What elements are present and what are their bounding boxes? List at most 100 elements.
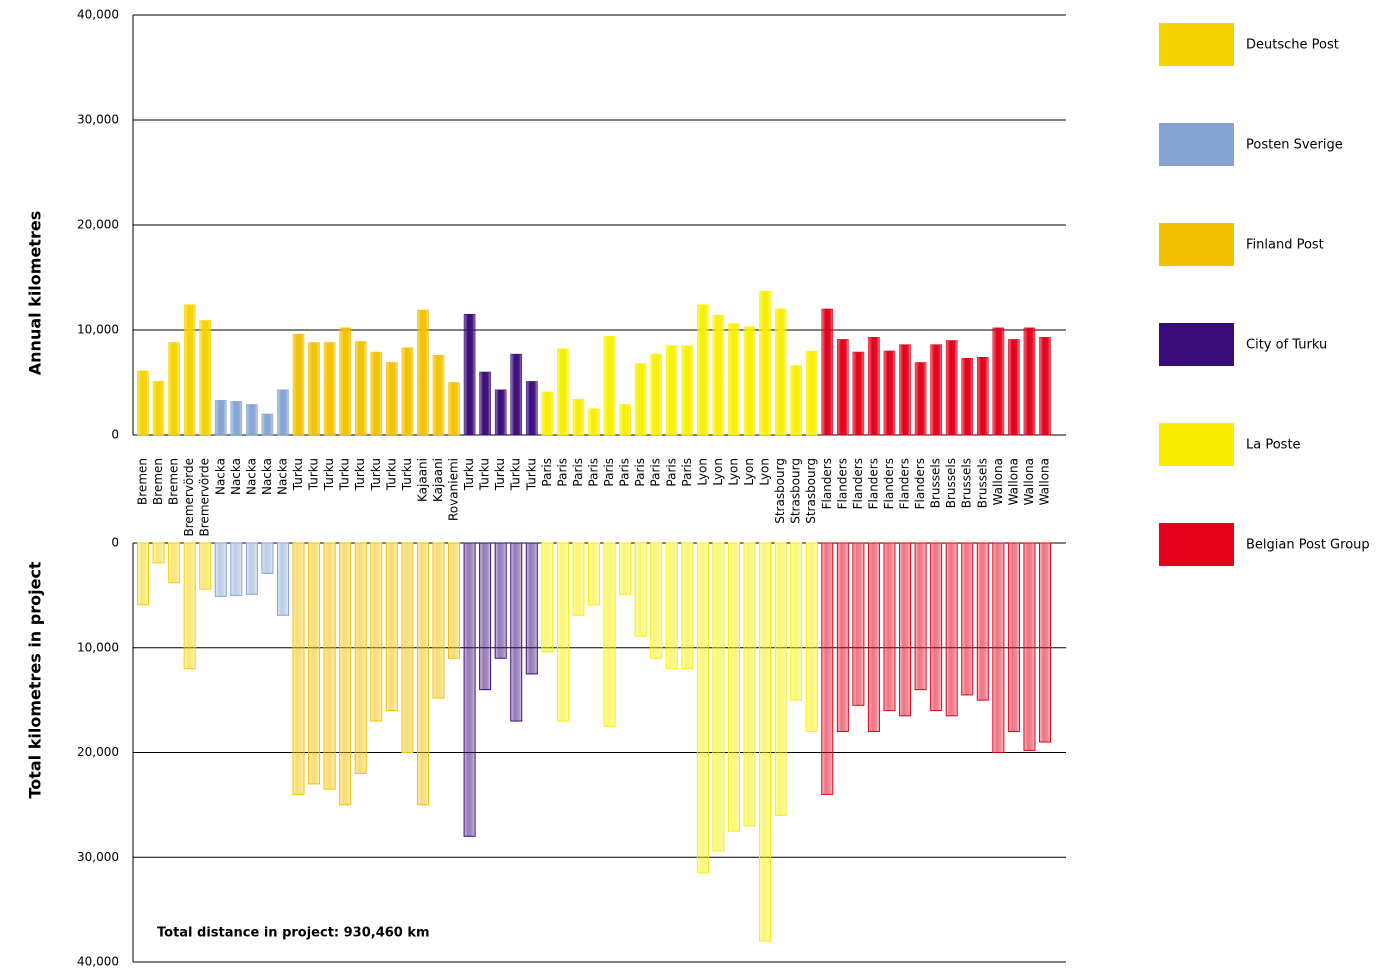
y-tick-label: 40,000 [77,8,119,22]
x-tick-label: Paris [680,458,694,487]
bar [199,320,212,436]
bar [805,350,818,436]
total-bar [961,542,974,696]
bar [774,308,787,436]
total-bar [370,542,383,722]
bar [837,339,849,436]
total-bar [385,542,398,712]
x-tick-label: Flanders [820,458,834,509]
bar [323,342,336,436]
bar [712,314,725,436]
x-tick-label: Bremen [167,458,181,505]
total-bar [603,542,616,727]
total-bar [930,542,943,712]
total-bar [790,542,803,701]
bar [1039,337,1051,436]
bar [728,323,740,436]
total-bar [168,542,181,584]
total-bar [883,542,896,712]
bar [417,309,429,436]
total-bar [541,542,554,653]
total-bar [852,542,865,706]
x-tick-label: Strasbourg [773,458,787,524]
total-bar [199,542,212,590]
x-tick-label: Turku [338,458,352,491]
legend-swatch [1159,523,1234,566]
total-bar [634,542,647,637]
x-tick-label: Bremen [151,458,165,505]
bar [214,400,227,436]
bar [588,408,600,436]
bar [152,381,165,436]
bar [945,340,958,436]
bar [292,333,305,436]
total-bar [1007,542,1020,733]
x-tick-label: Turku [307,458,321,491]
y-tick-label: 30,000 [77,113,119,127]
x-tick-label: Turku [524,458,538,491]
total-bar [836,542,849,733]
bar [432,354,445,436]
x-tick-label: Nacka [213,458,227,495]
total-bar [137,542,149,606]
y-tick-label: 10,000 [77,640,119,654]
bar [401,347,414,436]
x-tick-label: Brussels [929,458,943,508]
bar [261,413,274,436]
x-tick-label: Bremervörde [182,458,196,536]
bar [681,345,694,436]
x-tick-label: Turku [369,458,383,491]
x-tick-label: Flanders [882,458,896,509]
x-tick-label: Paris [571,458,585,487]
x-tick-label: Turku [493,458,507,491]
total-bar [339,542,352,806]
x-tick-label: Bremervörde [198,458,212,536]
total-bar [650,542,663,659]
y-tick-label: 40,000 [77,955,119,969]
legend-label: Deutsche Post [1246,38,1339,53]
bar [370,351,383,436]
bar [790,365,802,436]
bar [634,363,647,436]
bar [899,344,911,436]
x-tick-label: Wallona [991,458,1005,505]
total-bar [665,542,678,670]
x-tick-label: Paris [587,458,601,487]
total-bar [867,542,880,733]
bar [541,391,554,436]
bar [650,353,663,436]
legend-swatch [1159,423,1234,466]
legend-swatch [1159,23,1234,66]
total-bar [354,542,367,774]
y-axis-title: Annual kilometres [26,211,45,375]
total-bar [214,542,227,597]
total-bar [494,542,507,659]
legend-label: La Poste [1246,438,1301,453]
bar [246,404,258,436]
x-tick-label: Strasbourg [789,458,803,524]
total-bar [183,542,196,670]
x-tick-label: Wallona [1038,458,1052,505]
bar [557,348,569,436]
total-bar [448,542,461,659]
annotation: Total distance in project: 930,460 km [157,926,430,941]
x-tick-label: Lyon [726,458,740,486]
x-tick-label: Paris [602,458,616,487]
x-tick-label: Nacka [229,458,243,495]
total-bar [588,542,600,606]
total-bar [743,542,756,827]
bar [961,358,974,436]
total-bar [401,542,414,753]
total-bar [899,542,912,717]
x-tick-label: Turku [291,458,305,491]
bar [930,344,942,436]
y-tick-label: 0 [111,428,119,442]
total-bar [308,542,321,785]
bar [665,345,678,436]
total-bar [230,542,243,596]
total-bar [276,542,289,616]
bar [183,304,196,436]
total-bar [774,542,787,816]
total-bar [821,542,834,795]
